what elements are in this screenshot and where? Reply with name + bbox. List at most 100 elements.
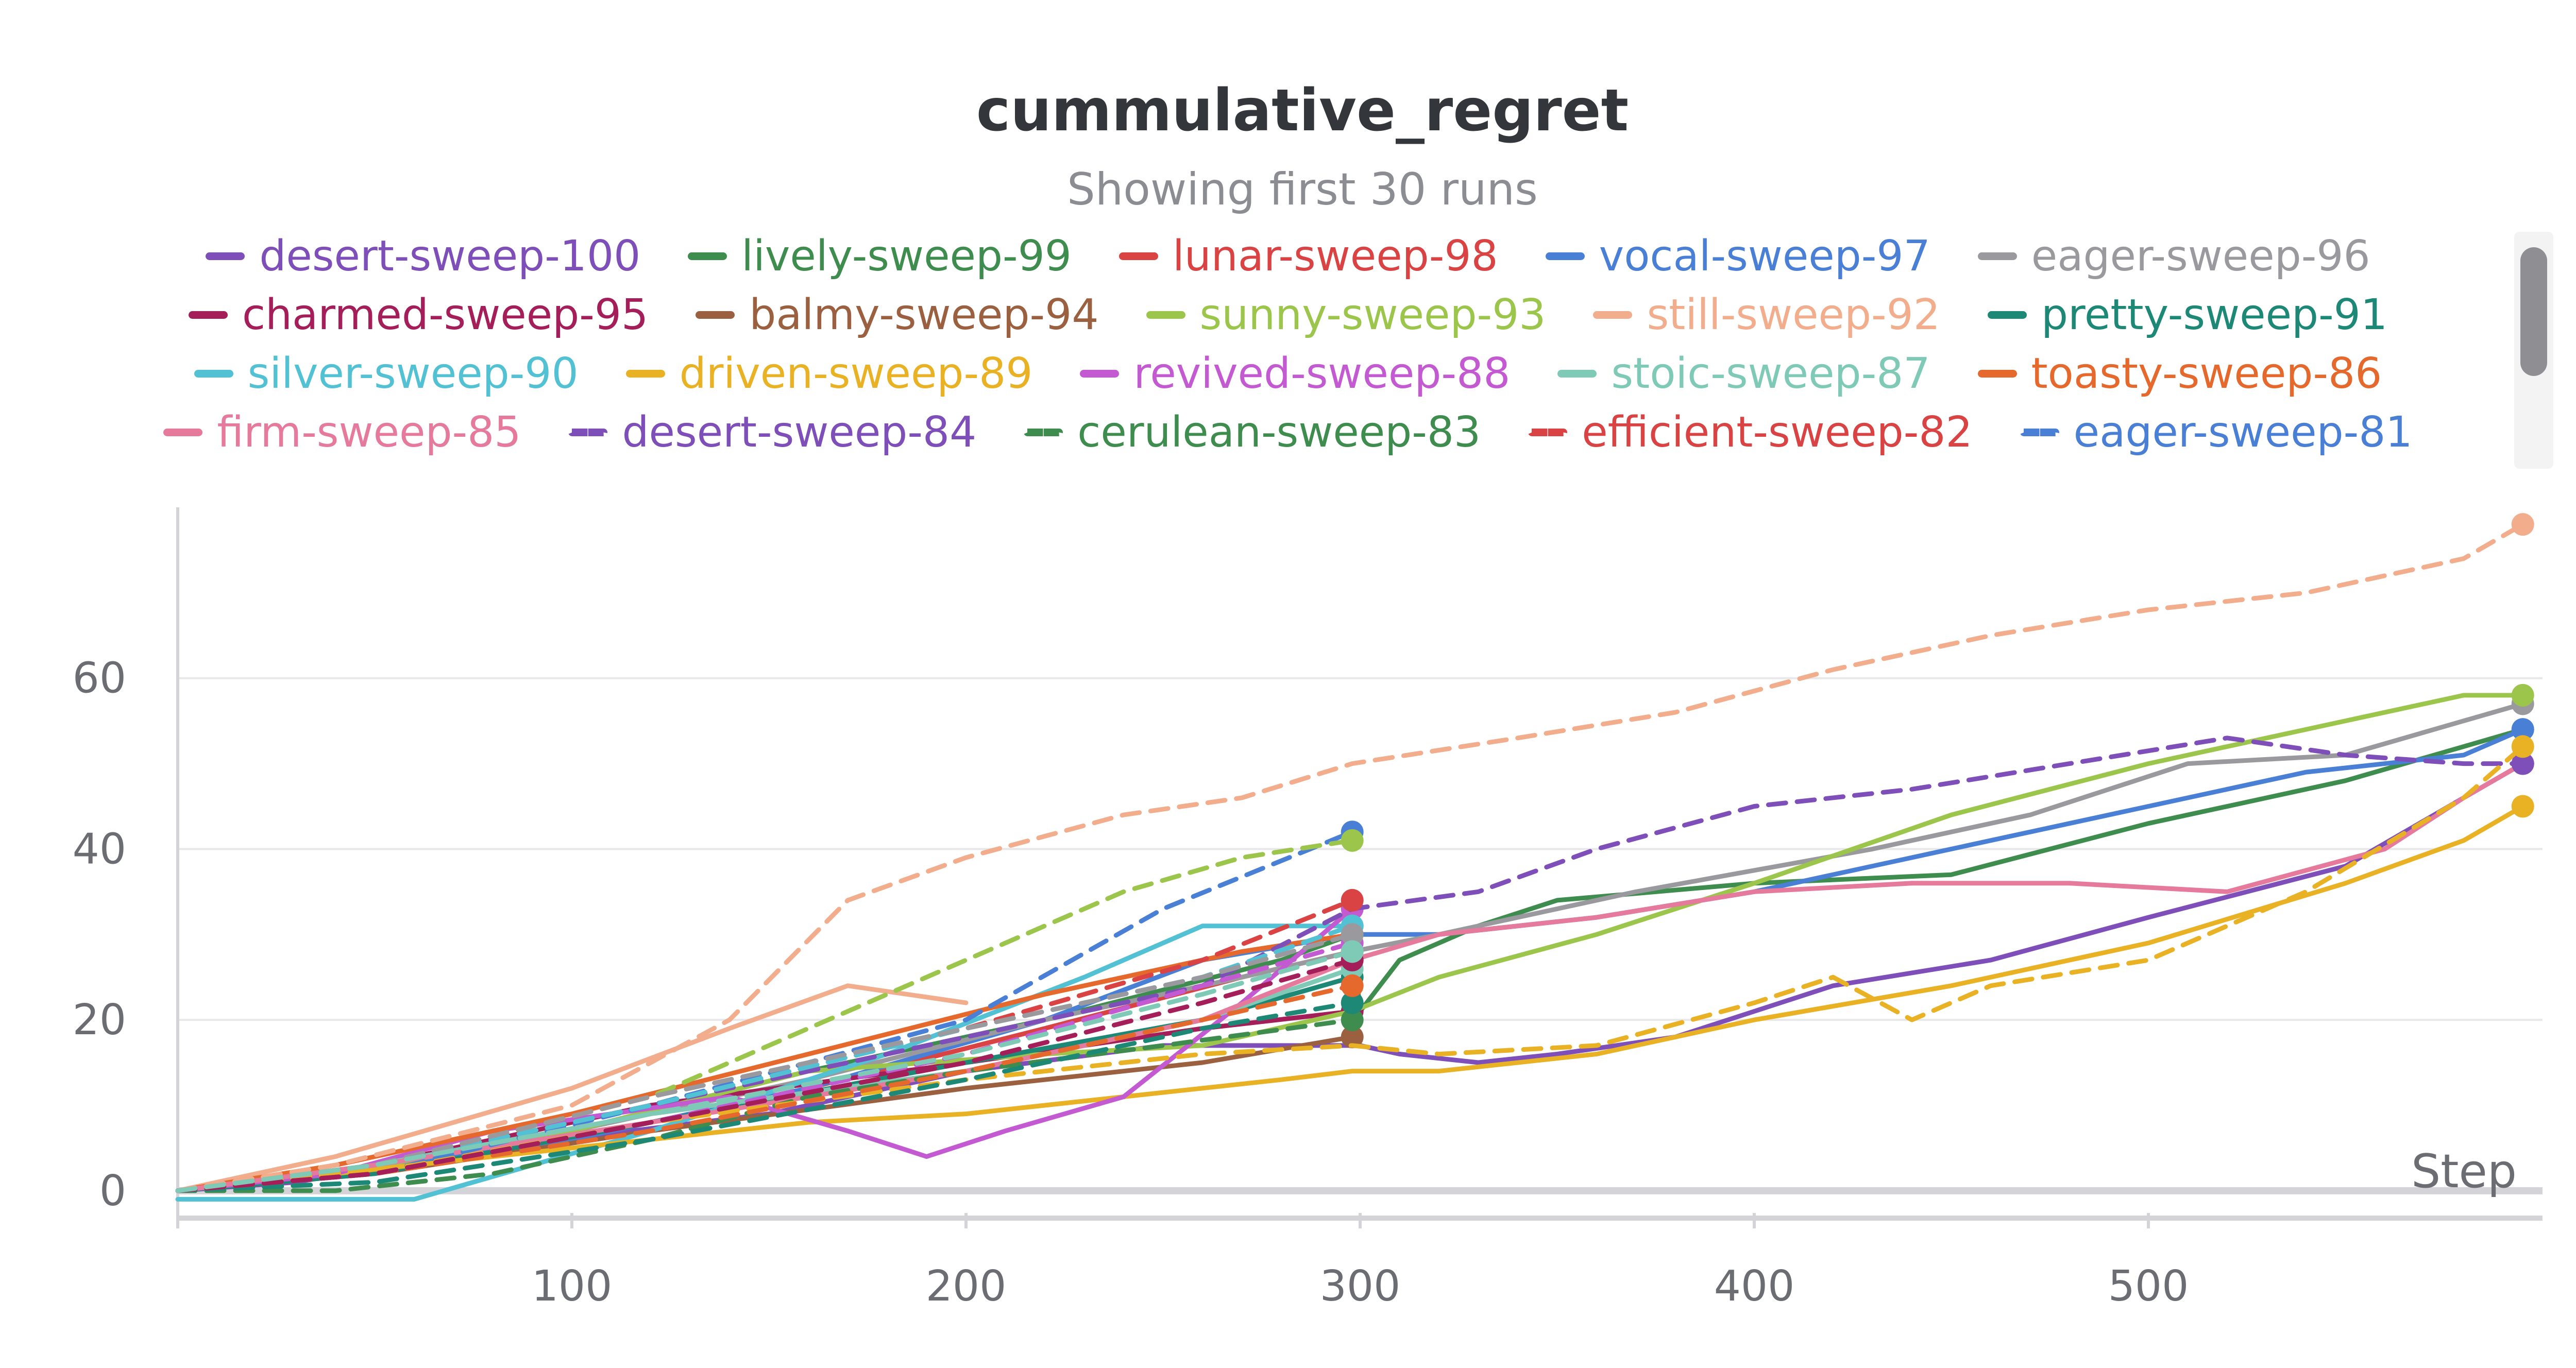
legend-swatch [1557,369,1597,378]
series-line-run-28 [175,957,1355,1193]
y-tick-label: 60 [73,654,126,703]
legend-item[interactable]: vocal-sweep-97 [1545,231,1930,281]
legend-swatch [1528,428,1568,436]
legend-item[interactable]: lunar-sweep-98 [1118,231,1498,281]
series-line-sunny-sweep-93 [175,693,2526,1193]
legend-label: eager-sweep-96 [2031,231,2370,281]
legend-label: desert-sweep-84 [622,407,977,457]
legend-label: revived-sweep-88 [1133,349,1511,398]
series-endpoint [2511,735,2534,758]
legend-row: firm-sweep-85 desert-sweep-84 cerulean-swe… [118,403,2458,461]
legend-swatch [1080,369,1120,378]
legend-label: vocal-sweep-97 [1599,231,1930,281]
series-endpoint [1341,829,1364,852]
legend-swatch [2020,428,2059,436]
legend-item[interactable]: eager-sweep-96 [1977,231,2370,281]
series-endpoint [1341,974,1364,997]
series-endpoint [2511,513,2534,536]
legend-item[interactable]: firm-sweep-85 [163,408,521,457]
legend-swatch [1987,311,2027,319]
legend-item[interactable]: efficient-sweep-82 [1528,407,1973,457]
series-line-run-20 [175,522,2526,1193]
legend-item[interactable]: toasty-sweep-86 [1977,349,2382,398]
legend-item[interactable]: revived-sweep-88 [1080,349,1510,398]
legend-label: driven-sweep-89 [679,349,1033,398]
legend-label: silver-sweep-90 [247,349,579,398]
x-tick-label: 300 [1320,1262,1401,1311]
x-tick-label: 400 [1714,1262,1795,1311]
legend-label: eager-sweep-81 [2073,407,2413,457]
legend-label: lunar-sweep-98 [1172,231,1498,281]
legend-label: lively-sweep-99 [741,231,1072,281]
legend-swatch [696,311,735,319]
legend-swatch [568,428,608,436]
legend-label: sunny-sweep-93 [1199,290,1546,339]
legend-row: charmed-sweep-95 balmy-sweep-94 sunny-swee… [118,285,2458,344]
series-line-run-21 [175,838,1355,1193]
chart-title: cummulative_regret [976,77,1629,144]
series-line-firm-sweep-85 [175,761,2526,1193]
legend-label: pretty-sweep-91 [2041,290,2388,339]
legend-item[interactable]: driven-sweep-89 [625,349,1033,398]
series-line-desert-sweep-84 [175,736,2526,1193]
legend-item[interactable]: balmy-sweep-94 [696,290,1099,339]
legend-swatch [688,252,727,260]
legend-label: still-sweep-92 [1647,290,1940,339]
x-tick-label: 200 [926,1262,1007,1311]
x-tick-label: 100 [532,1262,613,1311]
y-tick-label: 40 [73,825,126,874]
legend-label: firm-sweep-85 [217,407,521,457]
legend-swatch [1118,252,1158,260]
series-endpoint [1341,888,1364,912]
legend: desert-sweep-100 lively-sweep-99 lunar-swe… [118,227,2458,464]
legend-scrollbar[interactable] [2514,232,2553,469]
legend-item[interactable]: still-sweep-92 [1593,290,1940,339]
legend-swatch [625,369,665,378]
series-endpoint [1341,1025,1364,1049]
legend-swatch [194,369,233,378]
legend-label: toasty-sweep-86 [2031,349,2382,398]
legend-scroll-thumb[interactable] [2520,247,2547,376]
legend-item[interactable]: sunny-sweep-93 [1146,290,1546,339]
x-tick-label: 500 [2108,1262,2189,1311]
series-endpoint [1341,940,1364,963]
legend-swatch [1545,252,1585,260]
legend-item[interactable]: silver-sweep-90 [194,349,579,398]
legend-swatch [206,252,245,260]
series-endpoint [2511,795,2534,818]
series-line-run-27 [175,983,1355,1193]
legend-label: stoic-sweep-87 [1611,349,1930,398]
legend-item[interactable]: stoic-sweep-87 [1557,349,1930,398]
chart-subtitle: Showing first 30 runs [1067,164,1538,215]
x-axis-label: Step [2411,1144,2517,1199]
series-endpoint [1341,1008,1364,1032]
series-line-run-25 [175,932,1355,1193]
series-endpoint [2511,683,2534,707]
legend-item[interactable]: charmed-sweep-95 [188,290,649,339]
legend-label: cerulean-sweep-83 [1077,407,1481,457]
series-endpoint [1341,923,1364,946]
legend-swatch [1024,428,1063,436]
legend-item[interactable]: lively-sweep-99 [688,232,1072,281]
legend-label: charmed-sweep-95 [242,290,649,339]
series-line-run-26 [175,1000,1355,1193]
legend-item[interactable]: desert-sweep-100 [206,232,640,281]
series-line-driven-sweep-89 [175,804,2526,1193]
legend-swatch [1977,252,2017,260]
series-endpoint [1341,991,1364,1014]
y-tick-label: 20 [73,996,126,1045]
legend-item[interactable]: eager-sweep-81 [2020,408,2413,457]
legend-item[interactable]: desert-sweep-84 [568,408,976,457]
legend-item[interactable]: cerulean-sweep-83 [1024,408,1481,457]
legend-label: efficient-sweep-82 [1582,407,1973,457]
series-endpoint [2511,718,2534,741]
legend-swatch [1146,311,1185,319]
series-line-run-29 [175,949,1355,1193]
series-line-run-24 [175,940,1355,1193]
legend-swatch [1593,311,1633,319]
legend-row: silver-sweep-90 driven-sweep-89 revived-sw… [118,344,2458,403]
series-line-still-sweep-92 [175,983,969,1193]
legend-label: desert-sweep-100 [259,231,641,281]
legend-item[interactable]: pretty-sweep-91 [1987,290,2388,339]
